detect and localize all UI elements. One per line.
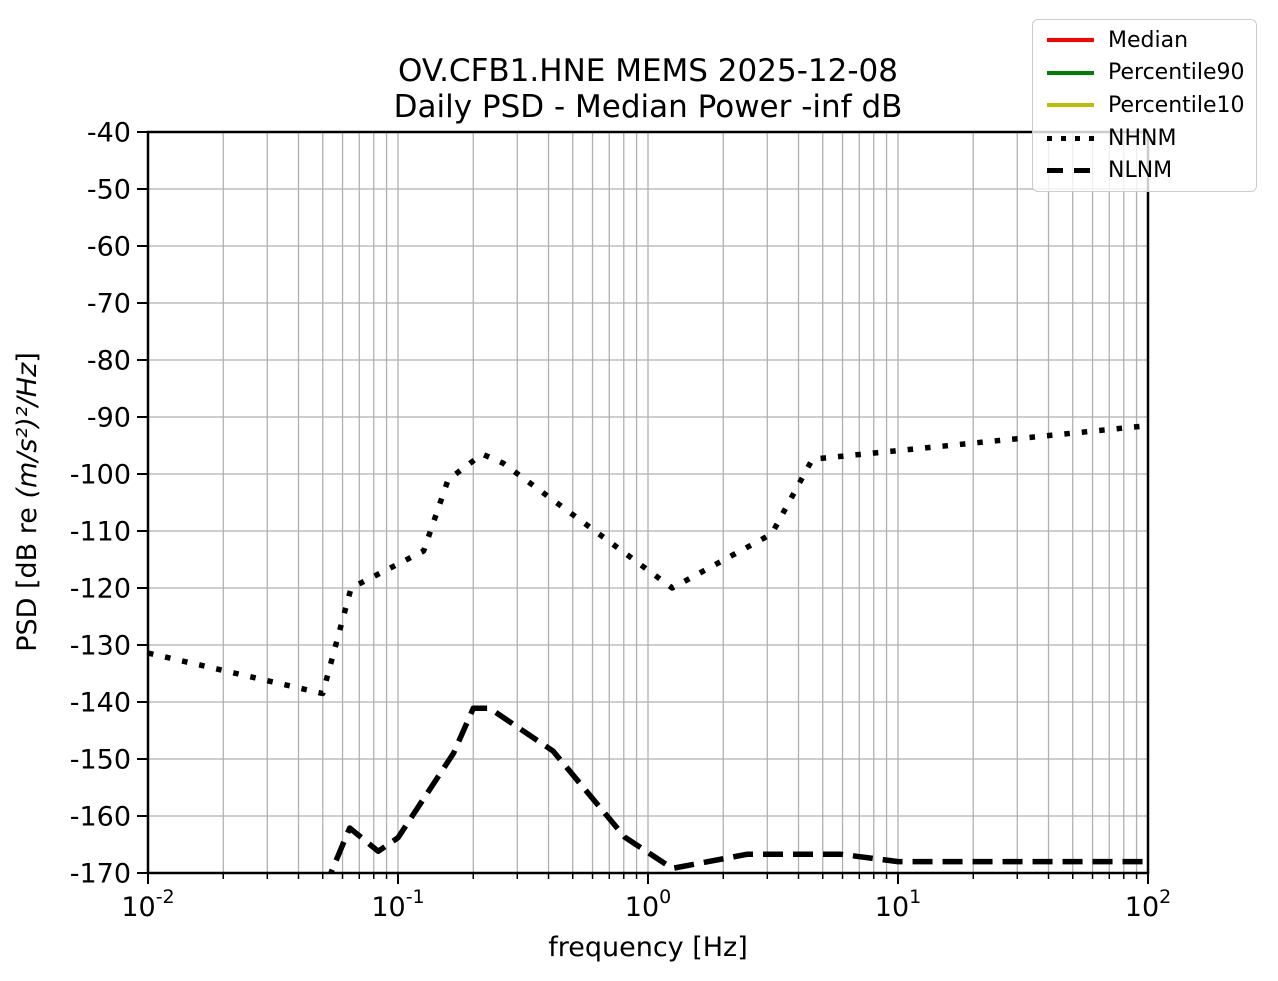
y-tick-label: -160 [70, 802, 131, 833]
x-tick-label: 102 [1125, 886, 1171, 923]
x-tick-label: 10-1 [371, 886, 424, 923]
percentile10-line-sample [1047, 103, 1094, 108]
y-tick-label: -130 [70, 631, 131, 662]
legend-label: NLNM [1108, 158, 1173, 184]
axis-ticks [137, 131, 1149, 884]
legend-item-percentile90: Percentile90 [1047, 58, 1246, 88]
y-tick-label: -80 [87, 346, 131, 377]
legend-label: Percentile90 [1108, 60, 1245, 86]
legend-label: Percentile10 [1108, 92, 1245, 118]
grid-lines [148, 132, 1148, 873]
y-tick-label: -40 [87, 118, 131, 149]
chart-title-line1: OV.CFB1.HNE MEMS 2025-12-08 [398, 53, 898, 89]
legend: Median Percentile90 Percentile10 NHNM NL… [1032, 19, 1257, 192]
y-tick-label: -100 [70, 460, 131, 491]
x-axis-label: frequency [Hz] [548, 932, 748, 963]
y-tick-label: -120 [70, 574, 131, 605]
legend-label: Median [1108, 27, 1189, 53]
x-tick-label: 101 [875, 886, 921, 923]
nlnm-curve [327, 705, 1148, 873]
nhnm-curve [148, 422, 1148, 697]
y-tick-label: -110 [70, 517, 131, 548]
y-tick-label: -70 [87, 289, 131, 320]
y-tick-label: -140 [70, 688, 131, 719]
legend-label: NHNM [1108, 125, 1177, 151]
chart-title-line2: Daily PSD - Median Power -inf dB [394, 89, 903, 125]
y-tick-label: -50 [87, 175, 131, 206]
median-line-sample [1047, 38, 1094, 43]
x-tick-label: 100 [625, 886, 671, 923]
curves [148, 422, 1148, 873]
nlnm-line-sample [1047, 168, 1094, 174]
y-tick-label: -60 [87, 232, 131, 263]
y-tick-label: -90 [87, 403, 131, 434]
y-tick-label: -170 [70, 859, 131, 890]
legend-item-nhnm: NHNM [1047, 123, 1246, 153]
percentile90-line-sample [1047, 70, 1094, 75]
y-axis-label: PSD [dB re (m/s²)²/Hz] [12, 352, 43, 652]
nhnm-line-sample [1047, 135, 1094, 141]
axis-tick-labels: 10-2 10-1 100 101 102 -40 -50 -60 -70 -80 -90 -100 -… [70, 118, 1172, 924]
x-tick-label: 10-2 [121, 886, 174, 923]
legend-item-nlnm: NLNM [1047, 156, 1246, 186]
legend-item-percentile10: Percentile10 [1047, 90, 1246, 120]
legend-item-median: Median [1047, 25, 1246, 55]
y-tick-label: -150 [70, 745, 131, 776]
